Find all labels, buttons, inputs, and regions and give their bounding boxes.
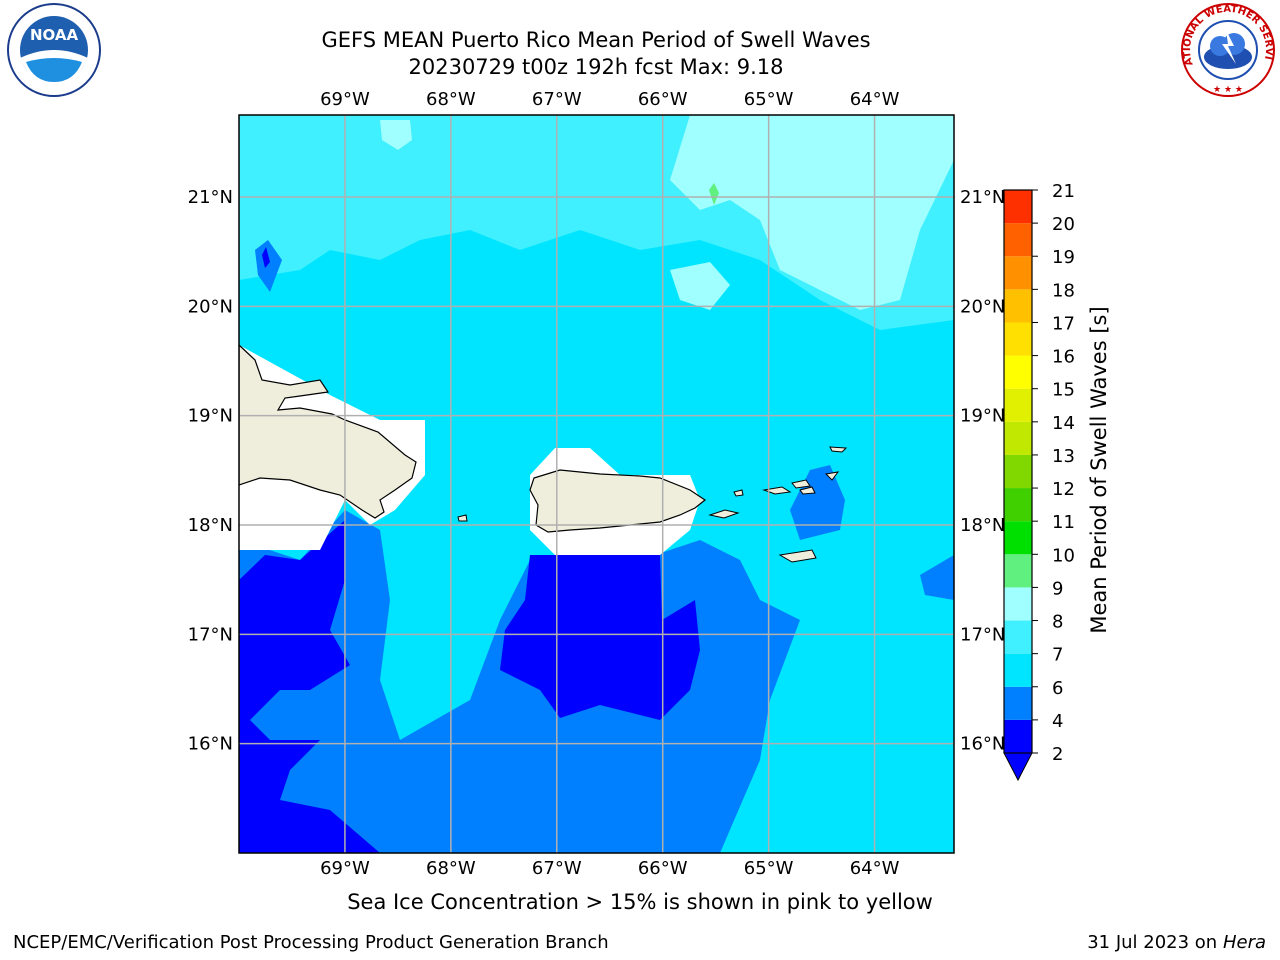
lat-label-right: 19°N [960,406,1005,427]
lon-label-top: 65°W [744,89,794,110]
colorbar-tick-label: 8 [1052,612,1063,633]
contour-2-4-nw [255,240,282,292]
colorbar-tick-label: 17 [1052,313,1075,334]
lat-labels-right: 21°N 20°N 19°N 18°N 17°N 16°N [960,187,1005,755]
colorbar-segment [1004,223,1032,257]
footer-host: Hera [1222,932,1266,953]
lat-label-left: 16°N [188,734,233,755]
colorbar-segment [1004,388,1032,422]
colorbar-tick-label: 21 [1052,181,1075,202]
lat-label-left: 17°N [188,624,233,645]
colorbar-segment [1004,256,1032,290]
lon-label-bottom: 66°W [638,858,688,879]
colorbar-segment [1004,620,1032,654]
colorbar-tick-label: 16 [1052,347,1075,368]
colorbar-segment [1004,521,1032,555]
colorbar-tick-label: 15 [1052,380,1075,401]
footer-date: 31 Jul 2023 on Hera [1087,932,1266,953]
contour-under-nw [262,247,270,268]
lon-label-top: 64°W [850,89,900,110]
contour-under-west [239,520,380,853]
lon-label-bottom: 64°W [850,858,900,879]
colorbar-segment [1004,421,1032,455]
footer-credit: NCEP/EMC/Verification Post Processing Pr… [13,932,609,953]
land-hispaniola [239,344,417,519]
colorbar-tick-label: 19 [1052,247,1075,268]
lon-label-top: 66°W [638,89,688,110]
colorbar-segment [1004,289,1032,323]
lat-label-left: 18°N [188,515,233,536]
lon-labels-bottom: 69°W 68°W 67°W 66°W 65°W 64°W [320,858,900,879]
land-virgin-islands [733,446,848,563]
lon-label-bottom: 65°W [744,858,794,879]
colorbar-tick-label: 14 [1052,413,1075,434]
land-puerto-rico [529,469,707,533]
colorbar-tick-label: 12 [1052,479,1075,500]
nws-logo: NATIONAL WEATHER SERVICE ★ ★ ★ [1176,2,1275,97]
colorbar-segment [1004,719,1032,753]
noaa-logo: NOAA [7,3,101,97]
colorbar-segment [1004,322,1032,356]
land-mona [457,514,468,522]
lat-label-left: 21°N [188,187,233,208]
sea-ice-note: Sea Ice Concentration > 15% is shown in … [347,890,933,914]
colorbar-tick-label: 11 [1052,512,1075,533]
colorbar-segment [1004,454,1032,489]
colorbar-tick-label: 10 [1052,545,1075,566]
lon-label-bottom: 69°W [320,858,370,879]
contour-7-8-north [670,115,954,310]
lon-labels-top: 69°W 68°W 67°W 66°W 65°W 64°W [320,89,900,110]
map-subtitle: 20230729 t00z 192h fcst Max: 9.18 [408,55,784,79]
colorbar-tick-label: 9 [1052,578,1063,599]
contour-8-9-speck [709,183,719,205]
colorbar-tick-label: 20 [1052,214,1075,235]
land-vieques [708,509,740,519]
contour-7-8-small [380,120,412,150]
lat-label-left: 19°N [188,406,233,427]
map-title: GEFS MEAN Puerto Rico Mean Period of Swe… [321,28,871,52]
contour-2-4-edge [920,555,954,600]
colorbar: 2 4 6 7 8 9 10 11 12 13 14 15 16 17 18 19 20 21 [1003,181,1075,782]
noaa-logo-text: NOAA [30,26,79,44]
colorbar-tick-label: 6 [1052,678,1063,699]
lat-label-right: 20°N [960,296,1005,317]
colorbar-segment [1004,355,1032,389]
lon-label-bottom: 68°W [426,858,476,879]
colorbar-frame [1003,189,1033,754]
map-gridlines [239,115,954,853]
colorbar-under-triangle [1003,752,1033,782]
colorbar-segment [1004,190,1032,224]
lat-label-right: 21°N [960,187,1005,208]
lat-label-right: 16°N [960,734,1005,755]
colorbar-tick-label: 13 [1052,446,1075,467]
colorbar-tick-label: 2 [1052,744,1063,765]
map-contours [239,115,954,853]
colorbar-segment [1004,488,1032,522]
lat-label-right: 18°N [960,515,1005,536]
svg-text:★ ★ ★: ★ ★ ★ [1213,85,1243,95]
lon-label-top: 67°W [532,89,582,110]
colorbar-label: Mean Period of Swell Waves [s] [1087,306,1111,633]
lat-labels-left: 21°N 20°N 19°N 18°N 17°N 16°N [188,187,233,755]
lon-label-top: 69°W [320,89,370,110]
colorbar-tick-label: 7 [1052,645,1063,666]
lat-label-left: 20°N [188,296,233,317]
colorbar-segment [1004,653,1032,687]
footer-date-text: 31 Jul 2023 on [1087,932,1223,953]
colorbar-segment [1004,554,1032,588]
lon-label-bottom: 67°W [532,858,582,879]
colorbar-segment [1004,587,1032,621]
contour-under-central [500,555,700,720]
colorbar-segment [1004,686,1032,720]
contour-7-8-patch [670,262,730,310]
map-frame [238,114,955,854]
lon-label-top: 68°W [426,89,476,110]
colorbar-tick-label: 4 [1052,711,1063,732]
lat-label-right: 17°N [960,624,1005,645]
colorbar-tick-label: 18 [1052,280,1075,301]
